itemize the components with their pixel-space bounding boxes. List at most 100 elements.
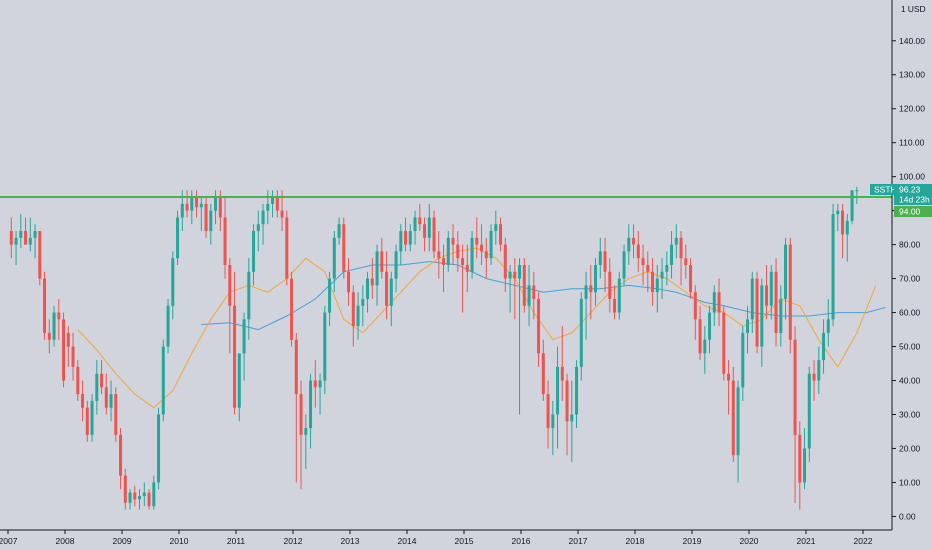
candle-body (727, 373, 731, 381)
candle (807, 366, 811, 463)
candle-body (589, 285, 593, 293)
candle-body (508, 271, 512, 279)
candle-body (518, 265, 522, 279)
candle (190, 190, 194, 225)
candle-body (475, 237, 479, 245)
candle (76, 360, 80, 401)
candle (418, 203, 422, 232)
candle-body (385, 271, 389, 306)
candle-body (470, 237, 474, 272)
candle-body (347, 271, 351, 293)
candle-body (266, 203, 270, 211)
candle-body (214, 197, 218, 211)
candle-body (204, 203, 208, 232)
candle (43, 271, 47, 340)
candle (451, 224, 455, 265)
price-tick-label: 10.00 (899, 477, 921, 487)
time-tick-label: 2016 (512, 536, 531, 546)
candle (161, 339, 165, 422)
candle (475, 217, 479, 259)
level-price-tag: 94.00 (894, 206, 932, 217)
candle (712, 285, 716, 327)
time-tick-label: 2021 (797, 536, 816, 546)
time-tick-label: 2015 (455, 536, 474, 546)
candle (831, 203, 835, 327)
candle (128, 489, 132, 510)
candle-body (389, 278, 393, 306)
candle (589, 265, 593, 320)
candle-body (233, 305, 237, 408)
candle-body (380, 251, 384, 272)
candle (389, 271, 393, 327)
candle-body (85, 407, 89, 435)
candle (670, 231, 674, 279)
candle-body (337, 224, 341, 238)
candle-body (651, 271, 655, 293)
candle-body (90, 400, 94, 435)
candle (47, 319, 51, 354)
candle (508, 265, 512, 313)
candle-body (104, 387, 108, 408)
time-tick-label: 2007 (0, 536, 18, 546)
candle (674, 224, 678, 259)
candle-body (280, 210, 284, 218)
candle-body (632, 237, 636, 245)
candle-body (408, 231, 412, 245)
candle (598, 237, 602, 279)
candle (342, 217, 346, 279)
price-tick-label: 70.00 (899, 274, 921, 284)
candle-body (28, 237, 32, 245)
candle-body (703, 339, 707, 354)
level-price-text: 94.00 (899, 207, 921, 217)
candle (784, 237, 788, 320)
time-axis[interactable]: 2007 2008 2009 2010 2011 2012 2013 2014 2015 2016… (0, 529, 892, 546)
candle (841, 203, 845, 259)
candle (646, 251, 650, 293)
candle (57, 298, 61, 340)
candle-body (693, 292, 697, 320)
price-tick-label: 110.00 (899, 138, 925, 148)
candle (708, 305, 712, 354)
candle (114, 387, 118, 442)
price-tick-label: 140.00 (899, 36, 925, 46)
candle-body (484, 251, 488, 259)
time-tick-label: 2010 (170, 536, 189, 546)
candle-body (399, 231, 403, 252)
candle (736, 380, 740, 483)
candle-body (147, 492, 151, 507)
candle-body (494, 224, 498, 232)
candle-body (660, 271, 664, 279)
candle-body (613, 298, 617, 313)
candle-body (209, 210, 213, 232)
plot-area[interactable] (0, 186, 892, 510)
candle-body (746, 319, 750, 333)
candle (503, 237, 507, 293)
candle-body (461, 258, 465, 265)
candle (247, 258, 251, 340)
candle (793, 326, 797, 503)
candle (204, 197, 208, 238)
candle-body (109, 394, 113, 408)
candle-body (779, 298, 783, 333)
candle (237, 353, 241, 422)
candle (532, 271, 536, 320)
candle (613, 285, 617, 320)
candle-body (313, 380, 317, 388)
candle-body (275, 197, 279, 211)
candle (565, 373, 569, 456)
candle (100, 360, 104, 395)
candle (608, 258, 612, 313)
candle-body (123, 475, 127, 503)
candle-body (603, 251, 607, 272)
candle (537, 292, 541, 367)
last-price-text: 96.23 (899, 185, 921, 195)
candle (750, 271, 754, 333)
candle (347, 258, 351, 306)
time-tick-label: 2013 (341, 536, 360, 546)
candle (461, 244, 465, 313)
candle-body (47, 332, 51, 340)
candle-body (622, 251, 626, 279)
candle-body (560, 366, 564, 381)
